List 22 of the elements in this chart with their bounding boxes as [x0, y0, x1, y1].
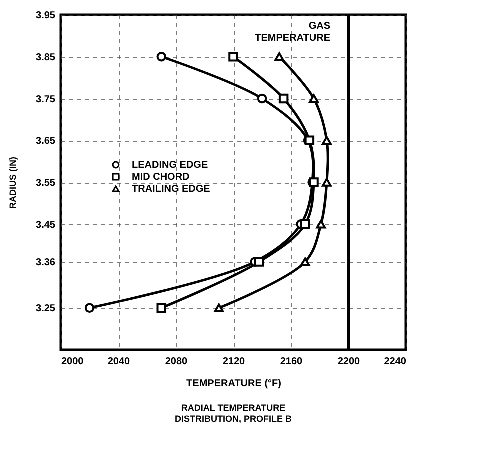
x-tick-label: 2160: [280, 356, 304, 368]
y-axis-title: RADIUS (IN): [8, 157, 18, 209]
y-tick-label: 3.75: [36, 94, 56, 106]
y-tick-label: 3.45: [36, 220, 56, 231]
y-tick-label: 3.65: [36, 136, 56, 148]
y-tick-label: 3.55: [36, 178, 56, 189]
x-tick-label: 2080: [165, 356, 188, 368]
x-tick-label: 2240: [384, 356, 407, 368]
legend-label: LEADING EDGE: [132, 160, 208, 171]
text: RADIAL TEMPERATURE DISTRIBUTION, PROFILE B: [175, 403, 292, 424]
x-tick-label: 2040: [108, 356, 131, 368]
x-tick-label: 2200: [338, 356, 361, 368]
x-tick-label: 2120: [222, 356, 246, 368]
y-tick-label: 3.36: [36, 258, 56, 269]
y-tick-label: 3.25: [36, 304, 56, 315]
legend-label: TRAILING EDGE: [132, 184, 211, 195]
y-tick-label: 3.95: [36, 10, 56, 22]
legend-label: MID CHORD: [132, 172, 190, 183]
ref-line-label: GAS TEMPERATURE: [255, 21, 331, 44]
x-axis-title: TEMPERATURE (°F): [186, 378, 282, 390]
y-tick-label: 3.85: [36, 52, 56, 64]
x-tick-label: 2000: [62, 356, 84, 368]
